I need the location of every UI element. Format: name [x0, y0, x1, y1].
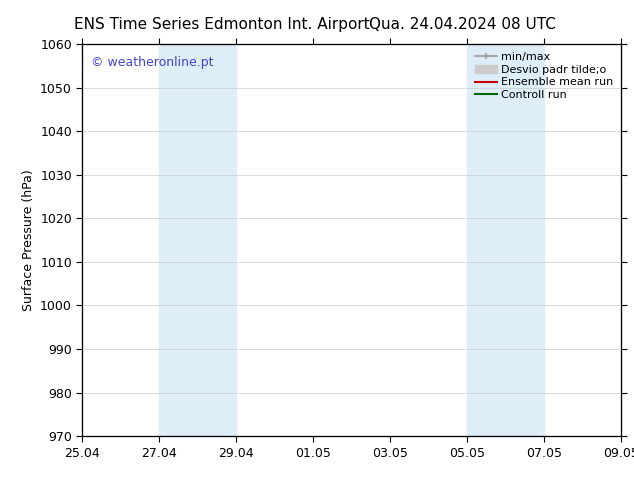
Bar: [467, 44, 545, 436]
Text: © weatheronline.pt: © weatheronline.pt: [91, 56, 213, 69]
Legend: min/max, Desvio padr tilde;o, Ensemble mean run, Controll run: min/max, Desvio padr tilde;o, Ensemble m…: [472, 49, 616, 102]
Text: Qua. 24.04.2024 08 UTC: Qua. 24.04.2024 08 UTC: [370, 17, 556, 32]
Bar: [159, 44, 236, 436]
Y-axis label: Surface Pressure (hPa): Surface Pressure (hPa): [22, 169, 35, 311]
Text: ENS Time Series Edmonton Int. Airport: ENS Time Series Edmonton Int. Airport: [74, 17, 370, 32]
